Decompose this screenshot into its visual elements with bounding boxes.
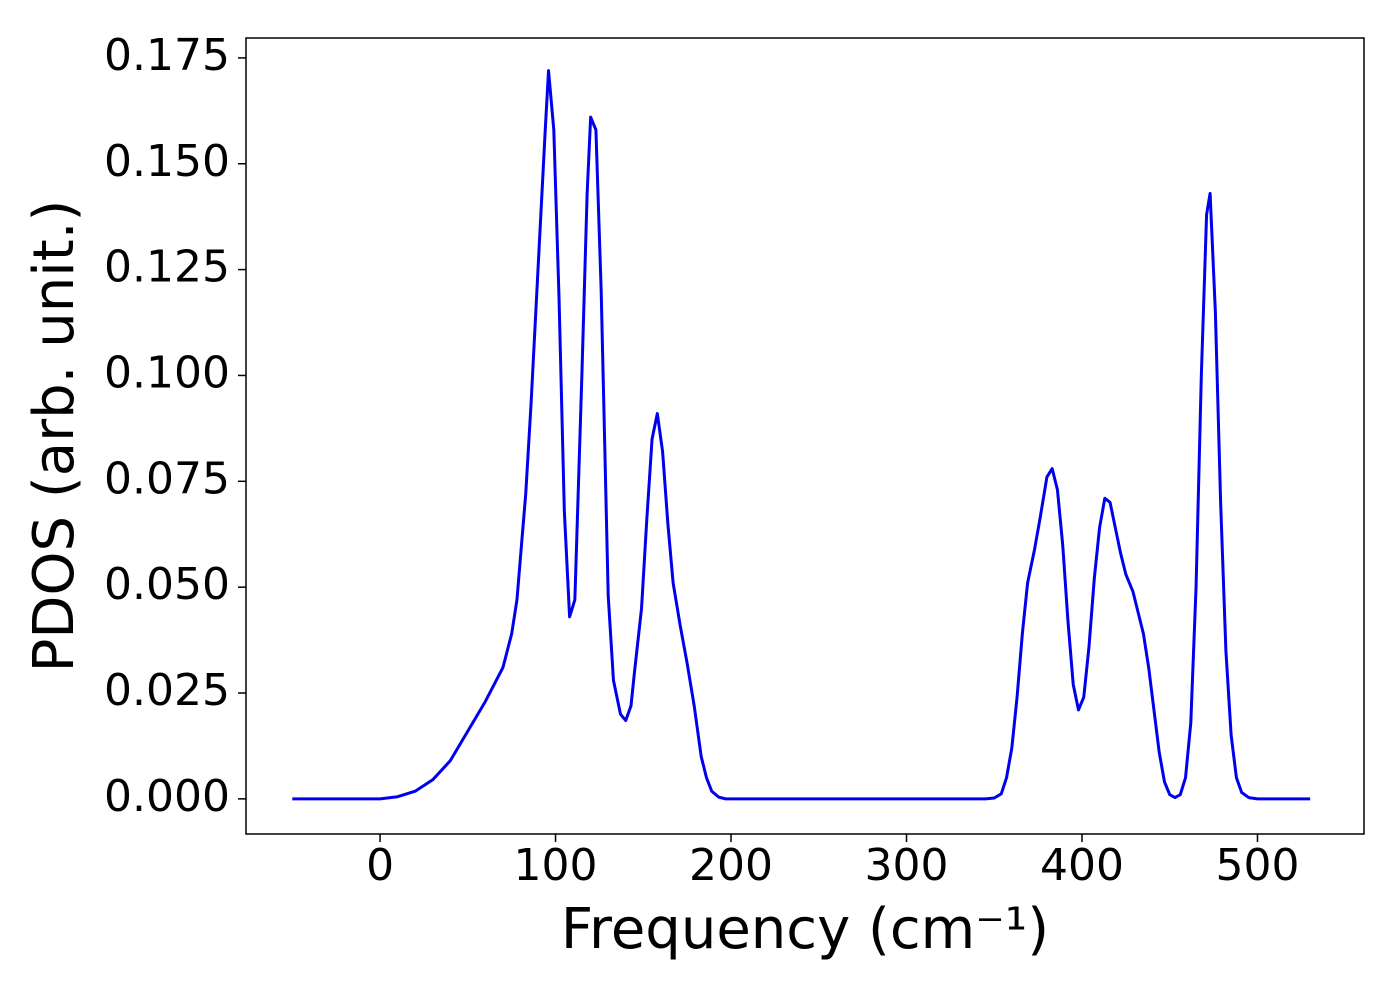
y-tick-label: 0.000: [104, 771, 230, 822]
y-tick-label: 0.125: [104, 242, 230, 293]
y-tick-label: 0.175: [104, 30, 230, 81]
y-tick-label: 0.150: [104, 136, 230, 187]
x-axis-label: Frequency (cm⁻¹): [561, 897, 1049, 962]
x-tick-label: 400: [1040, 840, 1124, 891]
y-axis-label: PDOS (arb. unit.): [22, 200, 87, 673]
plot-frame: [245, 37, 1365, 835]
x-tick-label: 100: [514, 840, 598, 891]
x-tick-label: 0: [366, 840, 394, 891]
x-tick-label: 300: [865, 840, 949, 891]
y-tick-label: 0.050: [104, 559, 230, 610]
y-tick-label: 0.025: [104, 665, 230, 716]
y-tick-label: 0.075: [104, 453, 230, 504]
x-tick-label: 500: [1215, 840, 1299, 891]
data-line: [292, 69, 1311, 801]
x-tick-label: 200: [689, 840, 773, 891]
y-tick-label: 0.100: [104, 347, 230, 398]
